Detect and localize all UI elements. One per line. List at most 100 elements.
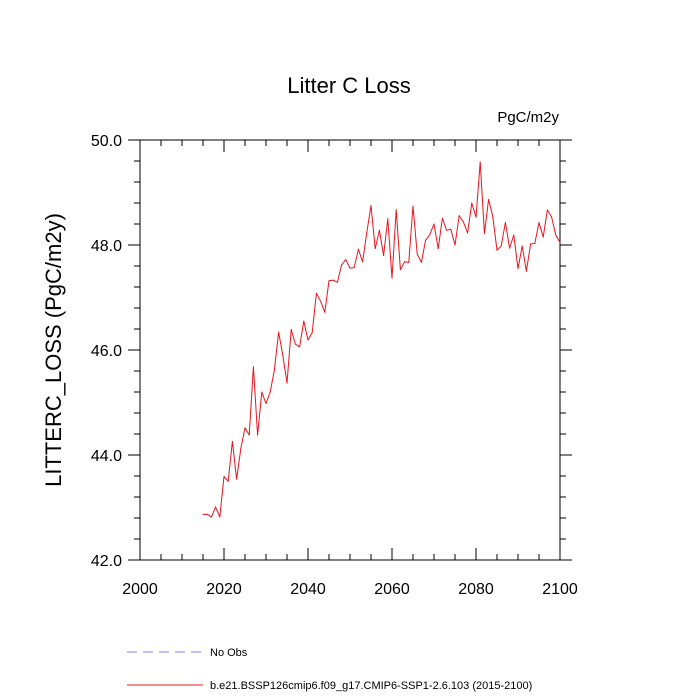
axis-ticks [128, 139, 572, 561]
data-point [307, 339, 309, 341]
data-point [332, 279, 334, 281]
data-point [257, 434, 259, 436]
data-point [538, 221, 540, 223]
data-point [252, 366, 254, 368]
data-point [420, 261, 422, 263]
data-point [215, 506, 217, 508]
data-point [521, 245, 523, 247]
data-point [492, 216, 494, 218]
data-point [374, 248, 376, 250]
data-point [559, 241, 561, 243]
data-point [357, 248, 359, 250]
x-tick-label: 2100 [542, 581, 578, 598]
data-point [210, 516, 212, 518]
data-point [433, 223, 435, 225]
data-point [273, 369, 275, 371]
y-tick-label: 48.0 [91, 238, 122, 255]
data-point [236, 478, 238, 480]
y-tick-label: 42.0 [91, 553, 122, 570]
data-point [223, 476, 225, 478]
data-point [345, 259, 347, 261]
y-axis-label: LITTERC_LOSS (PgC/m2y) [41, 213, 66, 487]
data-point [378, 229, 380, 231]
data-point [311, 332, 313, 334]
data-point [408, 261, 410, 263]
data-point [555, 234, 557, 236]
data-point [437, 248, 439, 250]
units-label: PgC/m2y [497, 109, 559, 126]
data-point [328, 280, 330, 282]
data-point [383, 255, 385, 256]
x-tick-label: 2040 [290, 581, 326, 598]
data-point [219, 516, 221, 518]
data-point [303, 320, 305, 322]
plot-frame [139, 139, 561, 561]
data-point [462, 221, 464, 223]
data-point [320, 300, 322, 302]
data-point [504, 221, 506, 223]
data-point [341, 264, 343, 266]
data-point [454, 244, 456, 246]
data-point [446, 229, 448, 231]
data-point [412, 205, 414, 207]
data-point [244, 427, 246, 429]
data-point [290, 329, 292, 331]
data-point [450, 228, 452, 230]
data-point [231, 440, 233, 442]
data-point [324, 311, 326, 313]
data-point [471, 202, 473, 204]
data-point [488, 198, 490, 200]
data-point [517, 268, 519, 270]
data-point [429, 234, 431, 235]
tick-labels: 2000 2020 2040 2060 2080 2100 42.0 44.0 46.0 48.0… [91, 133, 578, 598]
data-point [441, 217, 443, 219]
data-point [509, 247, 511, 249]
data-point [483, 232, 485, 234]
data-point [458, 215, 460, 217]
data-point [387, 218, 389, 220]
chart-title: Litter C Loss [287, 73, 411, 98]
data-point [496, 249, 498, 251]
x-tick-label: 2080 [458, 581, 494, 598]
data-point [534, 242, 536, 244]
x-tick-label: 2000 [122, 581, 158, 598]
data-point [425, 239, 427, 241]
data-point [391, 277, 393, 279]
x-tick-label: 2060 [374, 581, 410, 598]
data-point [261, 391, 263, 393]
data-point [265, 403, 267, 405]
x-tick-label: 2020 [206, 581, 242, 598]
y-tick-label: 46.0 [91, 343, 122, 360]
data-point [206, 513, 208, 515]
data-point [542, 236, 544, 238]
data-point [294, 343, 296, 345]
data-point [500, 245, 502, 247]
data-points [202, 161, 561, 518]
data-point [479, 161, 481, 163]
data-point [530, 243, 532, 245]
y-tick-label: 44.0 [91, 448, 122, 465]
data-point [395, 209, 397, 211]
data-point [546, 209, 548, 211]
data-point [404, 261, 406, 263]
data-point [353, 267, 355, 269]
data-point [416, 253, 418, 255]
data-point [513, 234, 515, 236]
data-point [202, 513, 204, 515]
data-point [286, 382, 288, 384]
y-tick-label: 50.0 [91, 133, 122, 150]
data-point [269, 391, 271, 393]
data-point [551, 216, 553, 218]
legend: No Obs b.e21.BSSP126cmip6.f09_g17.CMIP6-… [127, 647, 532, 692]
data-point [366, 231, 368, 233]
data-point [349, 267, 351, 269]
data-point [336, 281, 338, 283]
data-point [370, 205, 372, 207]
data-point [315, 292, 317, 294]
legend-no-obs-label: No Obs [210, 647, 248, 659]
data-point [299, 346, 301, 348]
legend-model-label: b.e21.BSSP126cmip6.f09_g17.CMIP6-SSP1-2.… [210, 680, 532, 692]
data-point [278, 331, 280, 333]
data-point [525, 270, 527, 272]
